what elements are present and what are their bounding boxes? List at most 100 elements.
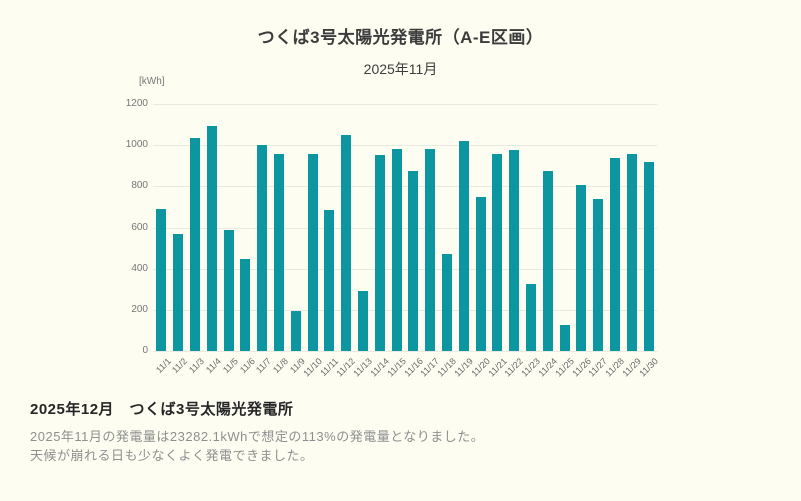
bar-slot [640, 104, 657, 351]
bar-slot [623, 104, 640, 351]
x-axis-tick-label: 11/5 [220, 356, 240, 375]
gridline [153, 186, 657, 188]
bar-slot [220, 104, 237, 351]
chart-bar-11/7 [257, 145, 268, 351]
chart-bar-11/14 [374, 155, 385, 351]
chart-bar-11/10 [307, 154, 318, 351]
chart-bar-11/26 [576, 185, 587, 351]
chart-bar-11/19 [458, 141, 469, 351]
gridline [153, 309, 657, 311]
bar-slot [472, 104, 489, 351]
report-heading: 2025年12月 つくば3号太陽光発電所 [30, 401, 294, 418]
x-axis-tick-label: 11/14 [368, 356, 391, 379]
y-axis-tick-label: 1000 [125, 139, 148, 151]
bar-slot [422, 104, 439, 351]
x-axis-tick-label: 11/7 [254, 356, 274, 375]
chart-bar-11/21 [492, 154, 503, 351]
report-body: 2025年11月の発電量は23282.1kWhで想定の113%の発電量となりまし… [30, 427, 484, 465]
bar-slot [556, 104, 573, 351]
bar-slot [187, 104, 204, 351]
gridline [153, 104, 657, 105]
bar-slot [405, 104, 422, 351]
bar-slot [439, 104, 456, 351]
y-axis-unit-label: [kWh] [139, 76, 165, 87]
chart-bar-11/8 [273, 154, 284, 351]
x-axis-tick-label: 11/1 [153, 356, 173, 375]
y-axis-tick-label: 600 [131, 221, 148, 233]
x-axis-tick-label: 11/29 [620, 356, 643, 379]
bar-slot [607, 104, 624, 351]
report-body-line-2: 天候が崩れる日も少なくよく発電できました。 [30, 448, 314, 463]
bar-slot [338, 104, 355, 351]
chart-bar-11/1 [156, 208, 167, 351]
chart-bar-11/24 [542, 170, 553, 351]
chart-bar-11/30 [643, 161, 654, 351]
bar-slot [539, 104, 556, 351]
plot-area [153, 104, 657, 352]
gridline [153, 227, 657, 229]
y-axis-tick-label: 1200 [125, 98, 148, 109]
x-axis-tick-label: 11/25 [553, 356, 576, 379]
y-axis-tick-label: 400 [131, 262, 148, 274]
y-axis-tick-label: 0 [142, 345, 148, 356]
chart-bar-11/25 [559, 325, 570, 351]
chart-bar-11/12 [341, 134, 352, 351]
chart-bar-11/3 [189, 137, 200, 351]
chart-bar-11/9 [290, 310, 301, 351]
chart-bar-11/2 [173, 233, 184, 351]
chart-bar-11/15 [391, 149, 402, 351]
chart-bar-11/11 [324, 210, 335, 351]
bar-slot [355, 104, 372, 351]
bar-slot [321, 104, 338, 351]
chart-bar-11/29 [626, 154, 637, 351]
chart-bar-11/4 [206, 125, 217, 351]
x-axis-tick-label: 11/6 [237, 356, 257, 375]
chart-bar-11/27 [593, 198, 604, 351]
y-axis-tick-label: 200 [131, 303, 148, 315]
x-axis-tick-labels: 11/1 11/2 11/3 11/4 11/5 11/6 11/7 11/8 11/9 11/1… [153, 351, 660, 396]
chart-bar-11/5 [223, 229, 234, 351]
bar-slot [523, 104, 540, 351]
x-axis-tick-label: 11/4 [203, 356, 223, 375]
bar-slot [237, 104, 254, 351]
bar-slot [506, 104, 523, 351]
x-axis-tick-label: 11/20 [469, 356, 492, 379]
gridline [153, 351, 657, 352]
bar-slot [203, 104, 220, 351]
chart-bar-11/23 [525, 284, 536, 351]
bars-container [153, 104, 657, 351]
chart-subtitle: 2025年11月 [363, 61, 438, 77]
chart-bar-11/22 [509, 150, 520, 351]
chart-bar-11/6 [240, 259, 251, 351]
bar-slot [489, 104, 506, 351]
bar-slot [287, 104, 304, 351]
x-axis-tick-label: 11/2 [170, 356, 190, 375]
bar-slot [271, 104, 288, 351]
x-axis-tick-label: 11/3 [187, 356, 207, 375]
chart-bar-11/18 [441, 254, 452, 351]
x-axis-tick-label: 11/19 [452, 356, 475, 379]
gridline [153, 145, 657, 147]
bar-slot [573, 104, 590, 351]
x-axis-tick-label: 11/15 [385, 356, 408, 379]
chart-bar-11/13 [357, 291, 368, 351]
bar-slot [170, 104, 187, 351]
bar-slot [254, 104, 271, 351]
x-axis-tick-label: 11/30 [637, 356, 660, 379]
bar-slot [388, 104, 405, 351]
y-axis-tick-label: 800 [131, 180, 148, 192]
bar-slot [371, 104, 388, 351]
report-body-line-1: 2025年11月の発電量は23282.1kWhで想定の113%の発電量となりまし… [30, 429, 485, 444]
bar-slot [455, 104, 472, 351]
x-axis-tick-label: 11/8 [271, 356, 291, 375]
y-axis-tick-labels: 0 200 400 600 800 1000 1200 [95, 98, 148, 356]
x-axis-tick-label: 11/24 [536, 356, 559, 379]
gridline [153, 268, 657, 270]
bar-slot [153, 104, 170, 351]
chart-bar-11/17 [425, 149, 436, 351]
chart-bar-11/20 [475, 196, 486, 351]
bar-slot [590, 104, 607, 351]
chart-bar-11/28 [609, 157, 620, 351]
bar-slot [304, 104, 321, 351]
